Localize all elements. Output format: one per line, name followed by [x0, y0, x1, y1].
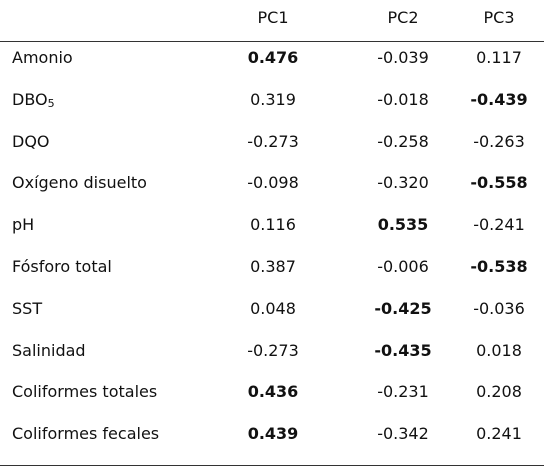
value-pc2: -0.258: [377, 131, 429, 151]
row-label: DQO: [12, 127, 50, 157]
row-label: SST: [12, 294, 42, 324]
value-pc1: 0.048: [250, 298, 296, 318]
value-pc1: 0.436: [247, 382, 299, 402]
value-pc2: -0.342: [377, 424, 429, 444]
value-pc2: -0.320: [377, 173, 429, 193]
value-pc1: 0.439: [247, 424, 299, 444]
row-label-text: DBO: [12, 89, 48, 109]
row-label-text: Oxígeno disuelto: [12, 173, 147, 193]
row-label: Coliformes totales: [12, 377, 157, 407]
value-pc1: -0.098: [247, 173, 299, 193]
row-label-text: Salinidad: [12, 340, 86, 360]
row-label-text: Fósforo total: [12, 257, 112, 276]
row-label-text: Coliformes fecales: [12, 424, 160, 444]
value-pc2: -0.018: [377, 89, 429, 109]
value-pc1: 0.387: [250, 257, 296, 276]
header-pc1: PC1: [257, 8, 289, 27]
header-divider: [0, 41, 544, 42]
table-header-row: PC1 PC2 PC3: [0, 3, 546, 33]
value-pc1: -0.273: [247, 340, 299, 360]
value-pc2: -0.435: [374, 340, 432, 360]
value-pc1: 0.319: [250, 89, 296, 109]
value-pc1: -0.273: [247, 131, 299, 151]
value-pc3: -0.558: [470, 173, 528, 193]
value-pc3: 0.117: [476, 48, 522, 67]
header-pc2: PC2: [387, 8, 419, 27]
value-pc3: 0.208: [476, 382, 522, 402]
value-pc3: -0.241: [473, 215, 525, 235]
value-pc2: -0.039: [377, 48, 429, 67]
row-label: Fósforo total: [12, 252, 112, 282]
value-pc2: 0.535: [377, 215, 429, 235]
table-row: Amonio 0.476 -0.039 0.117: [0, 43, 546, 73]
row-label-text: DQO: [12, 131, 50, 151]
value-pc2: -0.006: [377, 257, 429, 276]
table-row: DQO -0.273 -0.258 -0.263: [0, 127, 546, 157]
table-row: Coliformes fecales 0.439 -0.342 0.241: [0, 419, 546, 449]
row-label-text: Coliformes totales: [12, 382, 158, 402]
value-pc1: 0.116: [250, 215, 296, 235]
value-pc1: 0.476: [247, 48, 299, 67]
value-pc3: -0.538: [470, 257, 528, 276]
value-pc3: 0.018: [476, 340, 522, 360]
table-row: Salinidad -0.273 -0.435 0.018: [0, 336, 546, 366]
row-label: pH: [12, 210, 34, 240]
value-pc3: -0.263: [473, 131, 525, 151]
header-pc3: PC3: [483, 8, 515, 27]
value-pc3: -0.036: [473, 298, 525, 318]
value-pc2: -0.425: [374, 298, 432, 318]
table-row: Fósforo total 0.387 -0.006 -0.538: [0, 252, 546, 282]
row-label-text: SST: [12, 298, 43, 318]
value-pc2: -0.231: [377, 382, 429, 402]
table-row: Coliformes totales 0.436 -0.231 0.208: [0, 377, 546, 407]
row-label-subscript: 5: [47, 96, 55, 110]
row-label: Salinidad: [12, 336, 86, 366]
table-row: SST 0.048 -0.425 -0.036: [0, 294, 546, 324]
row-label: Oxígeno disuelto: [12, 168, 147, 198]
value-pc3: 0.241: [476, 424, 522, 444]
row-label-text: pH: [12, 215, 35, 235]
table-row: Oxígeno disuelto -0.098 -0.320 -0.558: [0, 168, 546, 198]
row-label: DBO5: [12, 85, 55, 115]
table-row: DBO5 0.319 -0.018 -0.439: [0, 85, 546, 115]
table-bottom-rule: [0, 465, 544, 466]
row-label-text: Amonio: [12, 48, 73, 67]
table-row: pH 0.116 0.535 -0.241: [0, 210, 546, 240]
value-pc3: -0.439: [470, 89, 528, 109]
row-label: Coliformes fecales: [12, 419, 159, 449]
row-label: Amonio: [12, 43, 73, 73]
